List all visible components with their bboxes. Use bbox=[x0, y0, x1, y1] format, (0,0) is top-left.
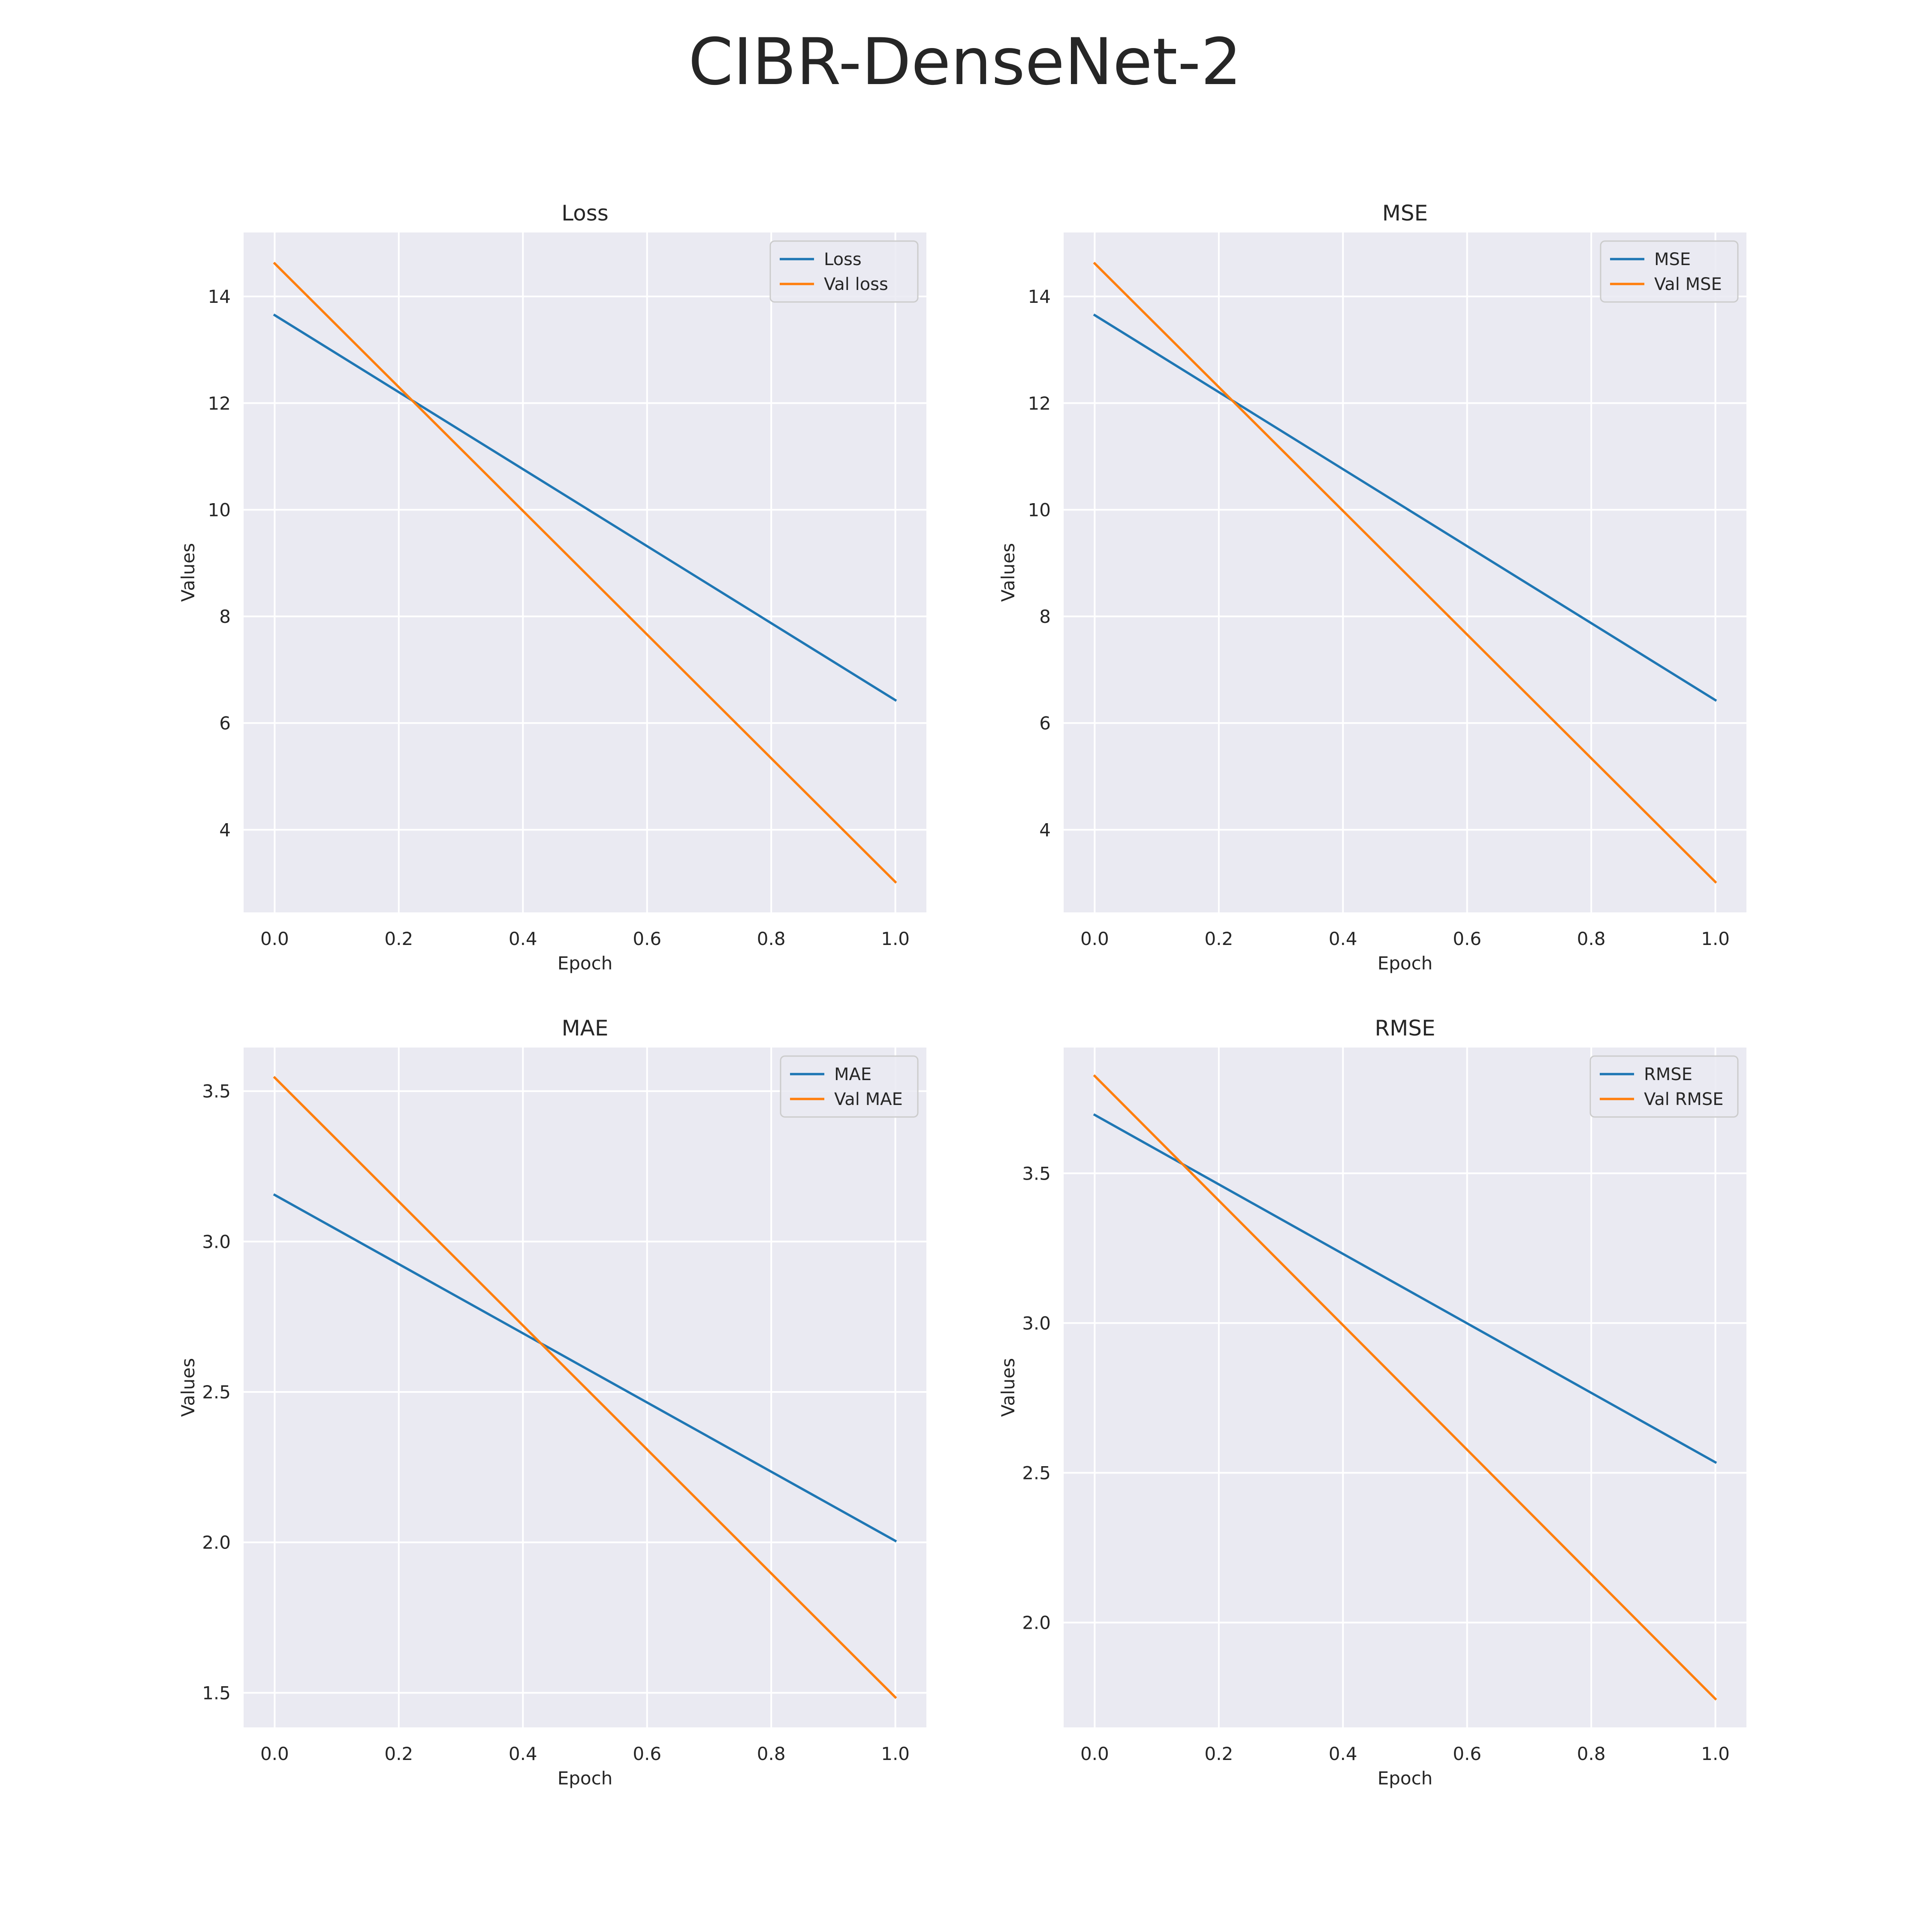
y-axis-label: Values bbox=[178, 1358, 199, 1417]
y-tick-label: 10 bbox=[208, 499, 231, 520]
x-tick-label: 0.6 bbox=[1453, 928, 1481, 949]
y-tick-label: 3.5 bbox=[1022, 1163, 1051, 1184]
series-line-train bbox=[1093, 313, 1717, 702]
legend-label: Val RMSE bbox=[1644, 1090, 1724, 1109]
x-tick-label: 0.4 bbox=[1329, 1743, 1357, 1764]
legend-box bbox=[769, 240, 919, 303]
x-tick-label: 0.6 bbox=[633, 928, 661, 949]
legend: Loss Val loss bbox=[769, 240, 919, 303]
y-tick-label: 3.5 bbox=[202, 1081, 231, 1102]
x-axis-label: Epoch bbox=[558, 953, 613, 974]
y-tick-label: 10 bbox=[1028, 499, 1051, 520]
subplot-title: MAE bbox=[562, 1016, 609, 1041]
x-tick-label: 1.0 bbox=[881, 928, 910, 949]
x-tick-label: 0.4 bbox=[509, 1743, 537, 1764]
x-tick-label: 0.8 bbox=[757, 1743, 786, 1764]
x-tick-label: 0.8 bbox=[1577, 1743, 1606, 1764]
legend-box bbox=[780, 1055, 919, 1118]
x-tick-label: 0.4 bbox=[1329, 928, 1357, 949]
series-line-val bbox=[273, 1076, 897, 1699]
subplot-title: MSE bbox=[1382, 201, 1428, 226]
y-tick-label: 8 bbox=[219, 606, 231, 627]
x-axis-label: Epoch bbox=[1378, 1768, 1433, 1789]
y-tick-label: 14 bbox=[1028, 286, 1051, 307]
x-tick-label: 0.0 bbox=[1080, 928, 1109, 949]
legend-label: MSE bbox=[1654, 250, 1691, 269]
y-tick-label: 4 bbox=[219, 819, 231, 840]
legend: MSE Val MSE bbox=[1600, 240, 1739, 303]
x-axis-label: Epoch bbox=[1378, 953, 1433, 974]
figure-title: CIBR-DenseNet-2 bbox=[688, 25, 1242, 100]
y-tick-label: 14 bbox=[208, 286, 231, 307]
x-tick-label: 0.6 bbox=[1453, 1743, 1481, 1764]
y-tick-label: 6 bbox=[219, 713, 231, 734]
y-tick-label: 2.5 bbox=[1022, 1462, 1051, 1483]
legend-box bbox=[1600, 240, 1739, 303]
y-tick-label: 2.0 bbox=[1022, 1612, 1051, 1633]
y-tick-label: 2.0 bbox=[202, 1532, 231, 1553]
subplot-rmse: 0.0 0.2 0.4 0.6 0.8 1.0 2.0 2.5 3.0 3.5 Epoch Value… bbox=[998, 1016, 1746, 1789]
y-tick-label: 12 bbox=[1028, 393, 1051, 414]
subplot-mse: 0.0 0.2 0.4 0.6 0.8 1.0 4 6 8 10 12 14 Epoch Values MS… bbox=[998, 201, 1746, 974]
x-axis-label: Epoch bbox=[558, 1768, 613, 1789]
x-tick-label: 1.0 bbox=[1701, 928, 1730, 949]
y-tick-label: 3.0 bbox=[202, 1231, 231, 1252]
subplot-mae: 0.0 0.2 0.4 0.6 0.8 1.0 1.5 2.0 2.5 3.0 3.5 Epoch Va… bbox=[178, 1016, 926, 1789]
y-axis-label: Values bbox=[998, 1358, 1019, 1417]
y-tick-label: 4 bbox=[1039, 819, 1051, 840]
x-tick-label: 0.0 bbox=[1080, 1743, 1109, 1764]
x-tick-label: 1.0 bbox=[881, 1743, 910, 1764]
subplot-title: Loss bbox=[561, 201, 609, 226]
legend-label: Val MSE bbox=[1654, 275, 1722, 294]
x-tick-label: 0.2 bbox=[1204, 1743, 1233, 1764]
y-axis-label: Values bbox=[178, 543, 199, 602]
subplot-title: RMSE bbox=[1375, 1016, 1435, 1041]
legend-label: Loss bbox=[824, 250, 862, 269]
series-line-val bbox=[1093, 1074, 1717, 1701]
legend-label: Val MAE bbox=[834, 1090, 903, 1109]
subplot-loss: 0.0 0.2 0.4 0.6 0.8 1.0 4 6 8 10 12 14 Epoch Values Lo… bbox=[178, 201, 926, 974]
y-tick-label: 12 bbox=[208, 393, 231, 414]
x-tick-label: 0.8 bbox=[757, 928, 786, 949]
series-line-val bbox=[1093, 262, 1717, 884]
y-axis-label: Values bbox=[998, 543, 1019, 602]
y-tick-label: 2.5 bbox=[202, 1382, 231, 1403]
legend: MAE Val MAE bbox=[780, 1055, 919, 1118]
x-tick-label: 0.2 bbox=[384, 1743, 413, 1764]
y-tick-label: 6 bbox=[1039, 713, 1051, 734]
x-tick-label: 0.8 bbox=[1577, 928, 1606, 949]
legend-label: RMSE bbox=[1644, 1065, 1692, 1084]
series-line-train bbox=[273, 1193, 897, 1543]
x-tick-label: 0.4 bbox=[509, 928, 537, 949]
legend-box bbox=[1589, 1055, 1739, 1118]
series-line-train bbox=[273, 313, 897, 702]
x-tick-label: 0.0 bbox=[260, 1743, 289, 1764]
x-tick-label: 0.2 bbox=[384, 928, 413, 949]
legend-label: MAE bbox=[834, 1065, 872, 1084]
series-line-train bbox=[1093, 1113, 1717, 1464]
y-tick-label: 8 bbox=[1039, 606, 1051, 627]
x-tick-label: 0.0 bbox=[260, 928, 289, 949]
x-tick-label: 0.6 bbox=[633, 1743, 661, 1764]
x-tick-label: 1.0 bbox=[1701, 1743, 1730, 1764]
legend-label: Val loss bbox=[824, 275, 888, 294]
y-tick-label: 1.5 bbox=[202, 1682, 231, 1703]
x-tick-label: 0.2 bbox=[1204, 928, 1233, 949]
series-line-val bbox=[273, 262, 897, 884]
y-tick-label: 3.0 bbox=[1022, 1313, 1051, 1334]
legend: RMSE Val RMSE bbox=[1589, 1055, 1739, 1118]
